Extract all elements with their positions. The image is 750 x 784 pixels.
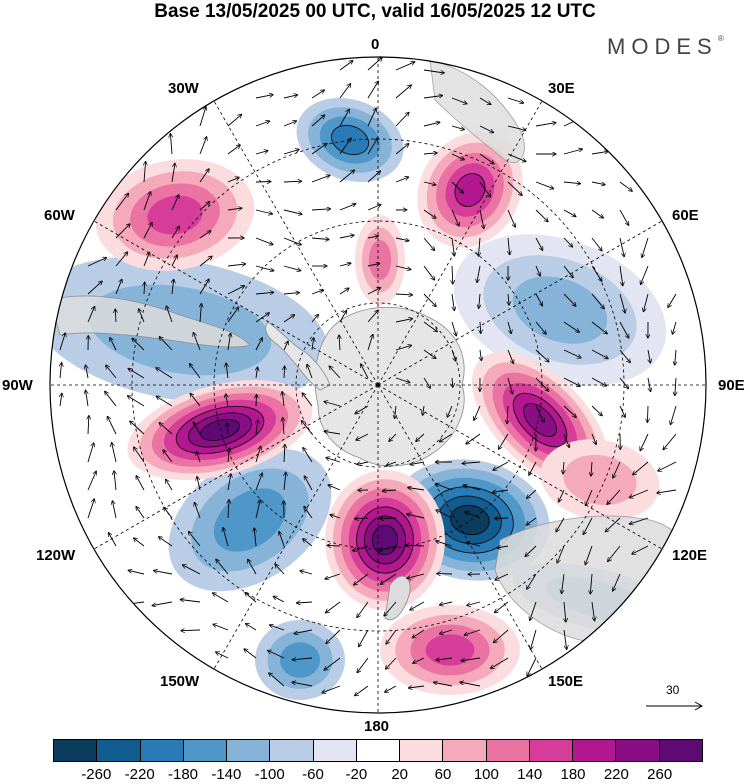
colorbar-tick-label: 60 [435,766,452,783]
colorbar-tick-label: -20 [345,766,367,783]
colorbar-tick-label: -180 [168,766,198,783]
colorbar-tick-label: 20 [391,766,408,783]
label-lon-60w: 60W [44,207,75,224]
colorbar-segment [141,740,184,761]
colorbar-segment [487,740,530,761]
colorbar [53,739,703,762]
wind-vector-arrow [256,182,271,183]
label-lon-60e: 60E [672,207,699,224]
colorbar-segment [357,740,400,761]
label-lon-30w: 30W [168,80,199,97]
antarctica-landmass [315,307,464,466]
colorbar-tick-label: -60 [302,766,324,783]
colorbar-segment [184,740,227,761]
colorbar-segment [270,740,313,761]
label-lon-150w: 150W [160,673,199,690]
colorbar-tick-label: 140 [517,766,542,783]
colorbar-segment [616,740,659,761]
polar-map [0,0,750,735]
label-lon-90w: 90W [2,377,33,394]
label-lon-90e: 90E [718,377,745,394]
colorbar-segment [530,740,573,761]
colorbar-segment [443,740,486,761]
colorbar-segment [400,740,443,761]
positive-anomaly [372,525,397,554]
label-lon-30e: 30E [548,80,575,97]
reference-vector-label: 30 [666,683,679,697]
colorbar-segment [227,740,270,761]
colorbar-segment [97,740,140,761]
colorbar-tick-label: 100 [474,766,499,783]
wind-vector-arrow [327,545,340,546]
positive-anomaly [426,634,475,665]
colorbar-tick-label: 180 [560,766,585,783]
colorbar-tick-label: -100 [255,766,285,783]
wind-vector-arrow [647,406,648,423]
colorbar-tick-label: -140 [211,766,241,783]
colorbar-segment [314,740,357,761]
wind-vector-arrow [256,395,257,407]
label-lon-0: 0 [371,36,379,53]
label-lon-180: 180 [364,718,389,735]
label-lon-120e: 120E [672,547,707,564]
colorbar-segment [660,740,702,761]
colorbar-segment [573,740,616,761]
negative-anomaly [280,642,320,678]
colorbar-segment [54,740,97,761]
colorbar-ticks: -260 -220 -180 -140 -100 -60 -20 20 60 100 140 180 2… [53,766,703,784]
colorbar-tick-label: -220 [125,766,155,783]
label-lon-150e: 150E [548,673,583,690]
colorbar-tick-label: 260 [647,766,672,783]
colorbar-tick-label: 220 [604,766,629,783]
map-disk [20,50,720,730]
wind-vector-arrow [495,518,508,519]
colorbar-tick-label: -260 [81,766,111,783]
positive-anomaly [369,240,391,280]
wind-vector-arrow [284,366,285,378]
pole-marker [376,383,380,387]
label-lon-120w: 120W [36,547,75,564]
